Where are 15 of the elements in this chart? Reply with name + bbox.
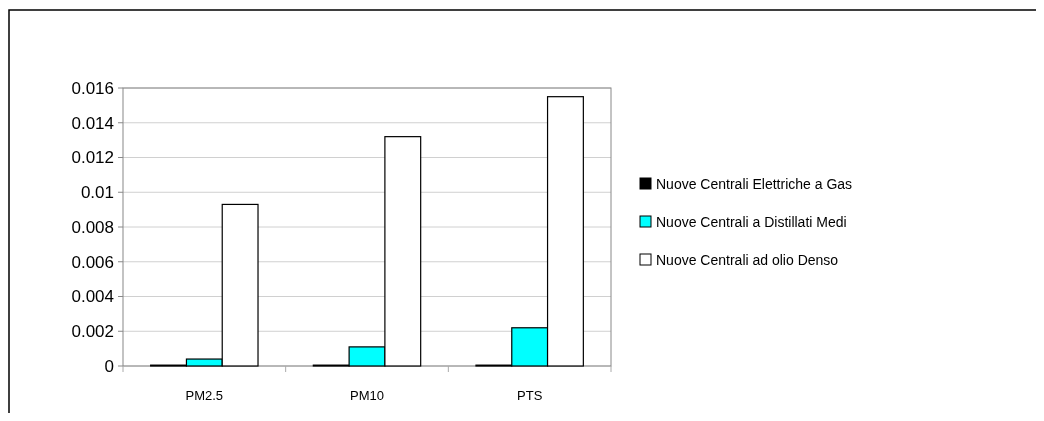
legend-label: Nuove Centrali a Distillati Medi: [656, 213, 847, 230]
y-tick-label: 0.014: [71, 113, 114, 133]
x-tick-label: PM2.5: [185, 388, 224, 403]
x-tick-label: PM10: [350, 388, 384, 403]
x-tick-label: PTS: [517, 388, 543, 403]
y-tick-label: 0.01: [80, 183, 114, 203]
y-tick-label: 0.004: [71, 287, 114, 307]
y-tick-label: 0: [104, 356, 114, 376]
legend-label: Nuove Centrali Elettriche a Gas: [656, 175, 853, 192]
y-tick-label: 0.016: [71, 78, 114, 98]
y-tick-label: 0.008: [71, 217, 114, 237]
y-tick-label: 0.006: [71, 252, 114, 272]
y-tick-label: 0.002: [71, 322, 114, 342]
legend-label: Nuove Centrali ad olio Denso: [656, 251, 839, 268]
y-tick-label: 0.012: [71, 148, 114, 168]
